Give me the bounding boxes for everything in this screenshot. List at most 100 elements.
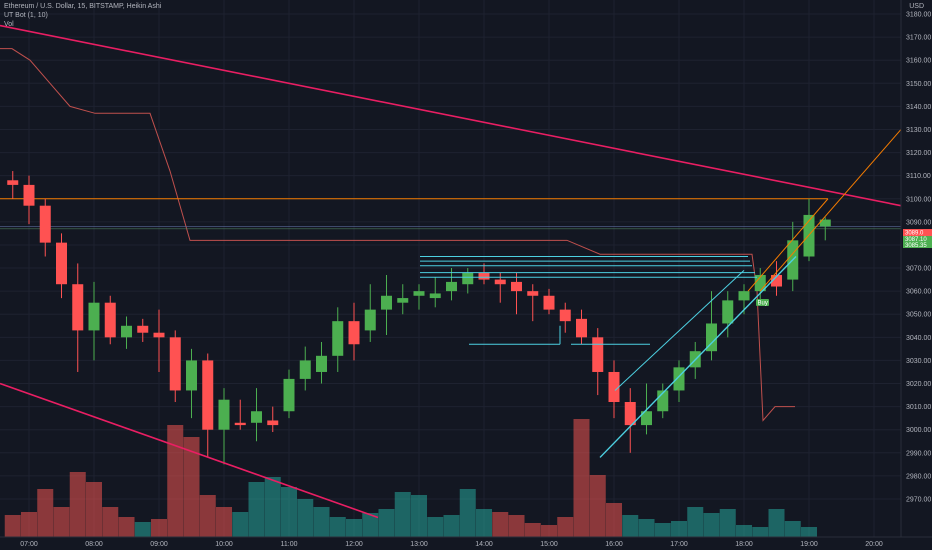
candlesticks[interactable] <box>7 171 831 465</box>
volume-bar <box>86 482 102 537</box>
candle-body <box>251 411 262 423</box>
time-tick-label: 15:00 <box>540 541 558 548</box>
volume-bar <box>134 522 151 537</box>
price-tick-label: 2970.00 <box>906 497 931 504</box>
candle[interactable] <box>23 175 35 225</box>
time-tick-label: 19:00 <box>800 541 818 548</box>
candle[interactable] <box>7 171 19 199</box>
candle[interactable] <box>446 268 457 301</box>
candle-body <box>413 291 425 296</box>
time-tick-label: 14:00 <box>475 541 493 548</box>
candle[interactable] <box>56 233 67 299</box>
candle[interactable] <box>299 346 311 391</box>
candle[interactable] <box>771 261 782 296</box>
candle[interactable] <box>657 383 669 419</box>
candle[interactable] <box>543 288 555 315</box>
candle[interactable] <box>88 281 100 361</box>
volume-bar <box>167 425 184 537</box>
candle[interactable] <box>592 328 604 396</box>
time-axis[interactable]: 07:00 08:00 09:00 10:00 11:00 12:00 13:00 14:00… <box>0 536 932 550</box>
chart-legend[interactable]: Ethereum / U.S. Dollar, 15, BITSTAMP, He… <box>4 2 161 29</box>
volume-bar <box>622 515 639 537</box>
candle[interactable] <box>332 307 344 372</box>
price-tick-label: 3140.00 <box>906 104 931 111</box>
candle[interactable] <box>722 291 734 338</box>
candle[interactable] <box>316 341 327 384</box>
symbol-title[interactable]: Ethereum / U.S. Dollar, 15, BITSTAMP, He… <box>4 3 162 10</box>
candle[interactable] <box>283 369 295 419</box>
candle[interactable] <box>673 360 685 402</box>
candle[interactable] <box>527 284 539 322</box>
candle-body <box>478 272 490 280</box>
indicator-title[interactable]: UT Bot (1, 10) <box>4 12 48 19</box>
candle[interactable] <box>251 388 262 442</box>
candle[interactable] <box>511 272 522 315</box>
candle-body <box>397 298 409 303</box>
volume-title[interactable]: Vol <box>4 21 14 28</box>
volume-bar <box>53 507 70 537</box>
candle[interactable] <box>72 263 84 372</box>
candle-body <box>511 281 522 292</box>
candle[interactable] <box>169 330 181 402</box>
candle-body <box>234 422 246 426</box>
volume-bar <box>736 525 752 537</box>
candle[interactable] <box>234 399 246 430</box>
candle[interactable] <box>153 309 165 372</box>
candle[interactable] <box>706 291 717 361</box>
candle[interactable] <box>576 309 587 345</box>
candle-body <box>527 291 539 296</box>
ut-bot-trailing-stop <box>0 48 795 422</box>
candle-body <box>202 360 214 430</box>
candle[interactable] <box>819 217 831 241</box>
candle[interactable] <box>202 353 214 458</box>
volume-bar <box>703 513 720 537</box>
ut-value-text-1: 3087.10 <box>905 237 927 243</box>
time-tick-label: 20:00 <box>865 541 883 548</box>
ut-value-badge-1 <box>903 236 932 242</box>
time-tick-label: 12:00 <box>345 541 363 548</box>
price-tick-label: 3050.00 <box>906 312 931 319</box>
volume-bar <box>784 521 801 537</box>
cyan-inner-trendline <box>614 269 745 391</box>
candle[interactable] <box>754 268 766 305</box>
price-tick-label: 3160.00 <box>906 58 931 65</box>
candle[interactable] <box>413 284 425 310</box>
volume-bar <box>329 517 346 537</box>
price-tick-label: 3040.00 <box>906 335 931 342</box>
candle[interactable] <box>429 277 441 308</box>
candle[interactable] <box>364 284 376 342</box>
time-tick-label: 16:00 <box>605 541 623 548</box>
candle[interactable] <box>608 360 620 419</box>
candle-body <box>332 321 344 356</box>
candle[interactable] <box>137 318 149 342</box>
candle-body <box>446 281 457 292</box>
candle-body <box>738 291 750 301</box>
volume-bar <box>4 515 21 537</box>
price-tick-label: 3020.00 <box>906 381 931 388</box>
candle[interactable] <box>104 295 116 345</box>
volume-bar <box>638 519 655 537</box>
candle[interactable] <box>39 198 51 257</box>
candle[interactable] <box>559 302 571 333</box>
time-tick-label: 09:00 <box>150 541 168 548</box>
candle[interactable] <box>624 388 636 453</box>
volume-bar <box>21 512 37 537</box>
price-axis[interactable]: 2970.00 2980.00 2990.00 3000.00 3010.00 3020.… <box>900 0 932 550</box>
candle[interactable] <box>478 263 490 285</box>
last-price-text: 3089.0 <box>905 231 924 237</box>
candle[interactable] <box>186 348 197 419</box>
candle[interactable] <box>121 316 132 349</box>
currency-label: USD <box>909 3 924 10</box>
candle-body <box>543 295 555 310</box>
candle[interactable] <box>397 284 409 315</box>
volume-bar <box>524 523 541 537</box>
candle[interactable] <box>267 406 279 433</box>
buy-signal-text: Buy <box>758 301 768 307</box>
buy-signal-tag: Buy <box>756 299 769 307</box>
candle-body <box>299 360 311 379</box>
candle[interactable] <box>218 388 230 465</box>
candle[interactable] <box>348 302 360 361</box>
candle[interactable] <box>381 274 392 336</box>
candle-body <box>186 360 197 391</box>
